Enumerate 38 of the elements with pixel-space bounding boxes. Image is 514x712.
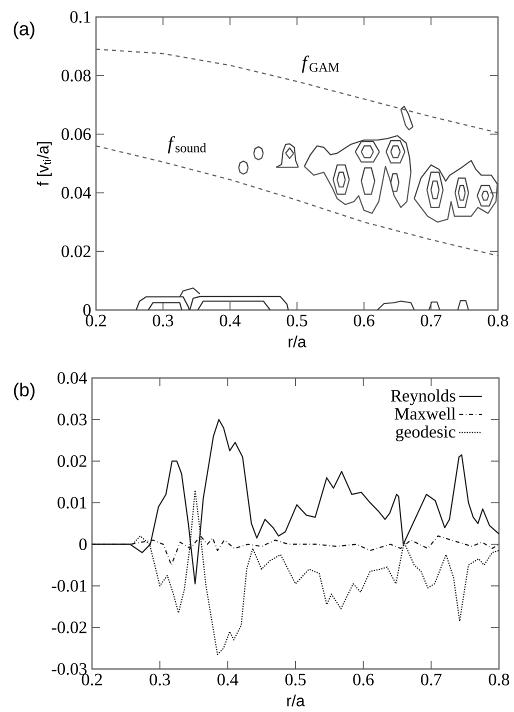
- y-tick-label: -0.02: [52, 622, 86, 634]
- x-tick-label: 0.4: [220, 314, 240, 326]
- y-tick-label: 0.02: [62, 246, 90, 258]
- legend-label: Reynolds: [390, 389, 456, 406]
- legend-label: geodesic: [396, 425, 456, 442]
- x-tick-label: 0.6: [354, 314, 374, 326]
- annotation: f$_{GAM}$: [302, 56, 340, 73]
- x-axis-title: r/a: [288, 336, 306, 348]
- y-tick-label: 0.06: [62, 128, 91, 140]
- y-tick-label: 0.02: [58, 455, 86, 468]
- y-tick-label: 0.03: [58, 414, 86, 426]
- y-tick-label: 0.01: [58, 496, 86, 509]
- x-tick-label: 0.8: [488, 314, 508, 326]
- x-tick-label: 0.3: [150, 674, 170, 686]
- x-tick-label: 0.5: [286, 314, 308, 326]
- x-tick-label: 0.5: [285, 674, 306, 686]
- y-tick-label: -0.01: [52, 580, 86, 592]
- text: (b): [14, 382, 34, 400]
- x-tick-label: 0.2: [86, 314, 106, 326]
- y-tick-label: 0.04: [58, 372, 87, 384]
- x-tick-label: 0.7: [420, 314, 442, 326]
- x-tick-label: 0.3: [152, 314, 174, 326]
- y-tick-label: 0.1: [70, 11, 90, 23]
- y-tick-label: -0.03: [52, 663, 86, 675]
- y-tick-label: 0.08: [62, 70, 91, 82]
- x-tick-label: 0.8: [488, 674, 510, 686]
- y-tick-label: 0: [79, 538, 87, 550]
- x-tick-label: 0.6: [353, 674, 374, 686]
- x-tick-label: 0.7: [420, 674, 442, 686]
- x-tick-label: 0.4: [217, 674, 238, 686]
- y-axis-title: f [v$_{ti}$/a]: [36, 142, 52, 186]
- x-axis-title: r/a: [287, 694, 305, 706]
- annotation: f$_{sound}$: [168, 136, 206, 154]
- y-tick-label: 0.04: [62, 186, 91, 199]
- legend-label: Maxwell: [394, 407, 456, 420]
- x-tick-label: 0.2: [82, 674, 102, 686]
- text: (a): [14, 22, 34, 40]
- y-tick-label: 0: [83, 304, 91, 316]
